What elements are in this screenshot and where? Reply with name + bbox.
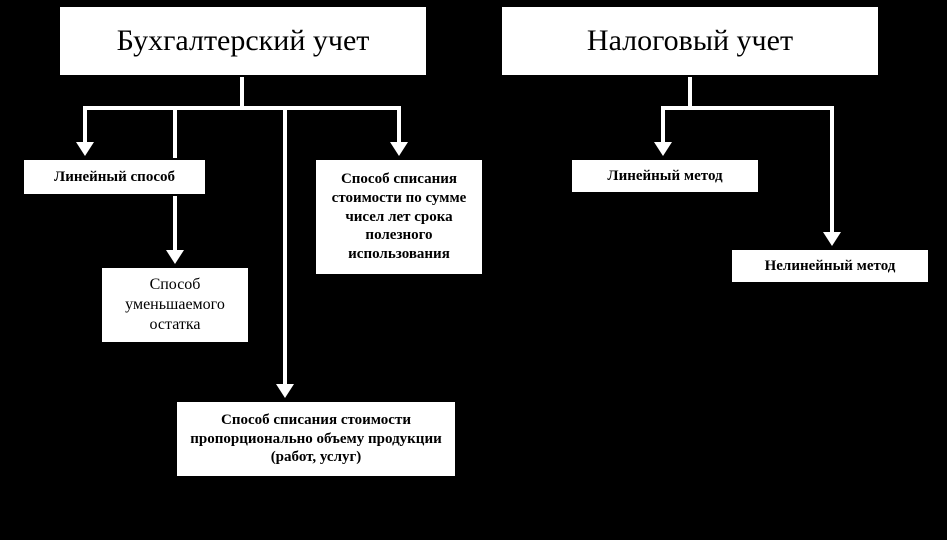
- header-accounting-label: Бухгалтерский учет: [117, 22, 370, 60]
- acc-stem: [240, 77, 244, 108]
- node-linear-method-tax-label: Линейный метод: [607, 167, 722, 186]
- node-linear-method-acc-label: Линейный способ: [54, 168, 175, 187]
- acc-v4: [397, 106, 401, 144]
- node-nonlinear-method-tax: Нелинейный метод: [730, 248, 930, 284]
- node-sum-years: Способ списания стоимости по сумме чисел…: [314, 158, 484, 276]
- node-linear-method-acc: Линейный способ: [22, 158, 207, 196]
- acc-v4-head: [390, 142, 408, 156]
- header-tax: Налоговый учет: [500, 5, 880, 77]
- tax-v2-head: [823, 232, 841, 246]
- acc-horizontal: [83, 106, 401, 110]
- header-accounting: Бухгалтерский учет: [58, 5, 428, 77]
- node-proportional-volume-label: Способ списания стоимости пропорциональн…: [185, 411, 447, 467]
- acc-v1-head: [76, 142, 94, 156]
- node-linear-method-tax: Линейный метод: [570, 158, 760, 194]
- acc-v1: [83, 106, 87, 144]
- node-nonlinear-method-tax-label: Нелинейный метод: [765, 257, 896, 276]
- tax-stem: [688, 77, 692, 108]
- node-proportional-volume: Способ списания стоимости пропорциональн…: [175, 400, 457, 478]
- acc-v3-head: [276, 384, 294, 398]
- header-tax-label: Налоговый учет: [587, 22, 793, 60]
- node-declining-balance: Способ уменьшаемого остатка: [100, 266, 250, 344]
- node-sum-years-label: Способ списания стоимости по сумме чисел…: [324, 170, 474, 264]
- tax-v2: [830, 106, 834, 234]
- tax-v1: [661, 106, 665, 144]
- tax-horizontal: [661, 106, 834, 110]
- acc-v2-head: [166, 250, 184, 264]
- tax-v1-head: [654, 142, 672, 156]
- acc-v3: [283, 106, 287, 386]
- node-declining-balance-label: Способ уменьшаемого остатка: [110, 275, 240, 335]
